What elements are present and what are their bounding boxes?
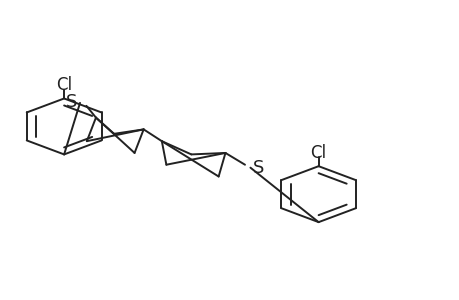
Text: Cl: Cl — [56, 76, 72, 94]
Text: S: S — [252, 159, 264, 177]
Text: Cl: Cl — [310, 144, 326, 162]
Text: S: S — [66, 93, 78, 111]
